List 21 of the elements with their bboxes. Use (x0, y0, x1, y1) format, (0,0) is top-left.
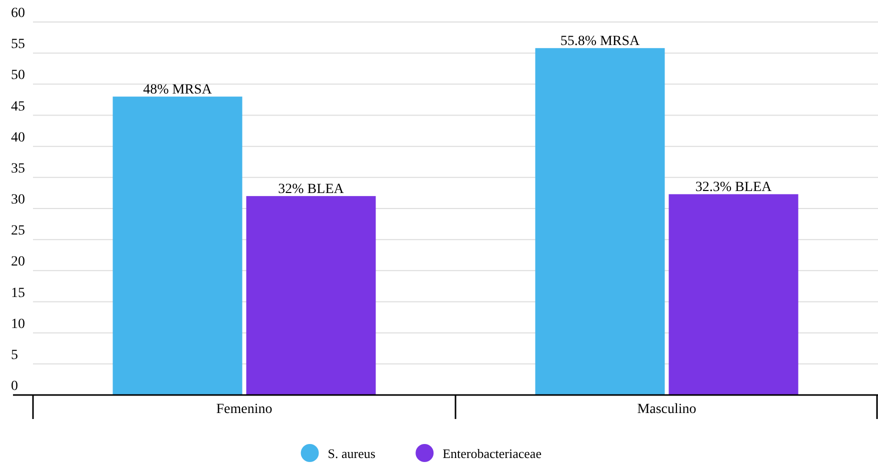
y-tick-label: 45 (11, 99, 25, 114)
y-tick-label: 55 (11, 37, 25, 52)
y-tick-label: 30 (11, 192, 25, 208)
x-tick-label: Masculino (637, 402, 696, 417)
data-label: 55.8% MRSA (560, 34, 641, 50)
y-tick-label: 60 (11, 6, 25, 21)
y-tick-label: 25 (11, 224, 25, 239)
x-tick-label: Femenino (216, 402, 272, 417)
y-tick-label: 5 (11, 348, 18, 363)
data-label: 48% MRSA (143, 82, 213, 98)
y-tick-label: 20 (11, 254, 25, 270)
y-tick-label: 50 (11, 68, 25, 84)
y-tick-label: 10 (11, 316, 25, 332)
y-tick-label: 15 (11, 286, 25, 301)
y-tick-label: 35 (11, 161, 25, 176)
y-tick-label: 0 (11, 379, 18, 394)
legend-label: S. aureus (328, 446, 376, 461)
legend-label: Enterobacteriaceae (442, 446, 542, 461)
data-label: 32% BLEA (278, 182, 345, 198)
y-tick-label: 40 (11, 130, 25, 146)
data-label: 32.3% BLEA (695, 180, 772, 196)
